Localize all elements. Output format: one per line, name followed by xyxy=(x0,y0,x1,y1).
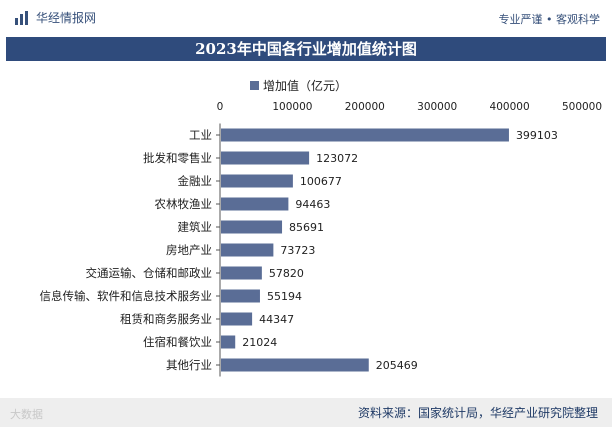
bar-0 xyxy=(221,128,509,142)
category-label-5: 房地产业 xyxy=(166,243,212,257)
brand: 华经情报网 xyxy=(14,9,96,26)
bar-9 xyxy=(221,335,236,349)
x-tick-label-4: 400000 xyxy=(490,101,530,113)
value-label-6: 57820 xyxy=(269,267,304,280)
bar-3 xyxy=(221,197,289,211)
value-label-4: 85691 xyxy=(289,221,324,234)
category-label-1: 批发和零售业 xyxy=(143,151,212,165)
x-tick-label-0: 0 xyxy=(217,101,224,113)
category-label-9: 住宿和餐饮业 xyxy=(143,335,212,349)
slogan: 专业严谨 • 客观科学 xyxy=(498,13,600,26)
bar-4 xyxy=(221,220,283,234)
category-label-7: 信息传输、软件和信息技术服务业 xyxy=(40,289,213,303)
category-label-4: 建筑业 xyxy=(178,220,213,234)
category-label-8: 租赁和商务服务业 xyxy=(120,312,212,326)
x-tick-label-1: 100000 xyxy=(272,101,312,113)
bar-10 xyxy=(221,358,369,372)
x-tick-label-5: 500000 xyxy=(562,101,602,113)
bar-logo-icon xyxy=(15,10,28,25)
category-label-2: 金融业 xyxy=(178,174,213,188)
value-label-7: 55194 xyxy=(267,290,302,303)
category-label-0: 工业 xyxy=(189,128,212,142)
footer: 大数据 资料来源：国家统计局，华经产业研究院整理 xyxy=(0,398,612,427)
bar-1 xyxy=(221,151,310,165)
brand-name: 华经情报网 xyxy=(36,11,97,25)
value-label-2: 100677 xyxy=(300,175,342,188)
bar-6 xyxy=(221,266,262,280)
chart-title: 2023年中国各行业增加值统计图 xyxy=(6,37,606,61)
bar-5 xyxy=(221,243,274,257)
bar-chart: 增加值（亿元） 0 100000 200000 300000 400000 500000 工业… xyxy=(40,78,602,377)
value-label-3: 94463 xyxy=(295,198,330,211)
top-bar: 华经情报网 专业严谨 • 客观科学 xyxy=(0,0,612,36)
bar-7 xyxy=(221,289,260,303)
footer-watermark: 大数据 xyxy=(10,408,43,421)
source-note: 资料来源：国家统计局，华经产业研究院整理 xyxy=(357,406,598,420)
value-label-9: 21024 xyxy=(242,336,277,349)
value-label-10: 205469 xyxy=(376,359,418,372)
value-label-1: 123072 xyxy=(316,152,358,165)
legend-swatch xyxy=(250,81,259,90)
bar-8 xyxy=(221,312,253,326)
legend-label: 增加值（亿元） xyxy=(263,78,347,93)
category-label-10: 其他行业 xyxy=(166,358,212,372)
bar-2 xyxy=(221,174,293,188)
category-label-6: 交通运输、仓储和邮政业 xyxy=(86,266,213,280)
x-tick-label-3: 300000 xyxy=(417,101,457,113)
value-label-0: 399103 xyxy=(516,129,558,142)
value-label-8: 44347 xyxy=(259,313,294,326)
value-label-5: 73723 xyxy=(280,244,315,257)
x-tick-label-2: 200000 xyxy=(345,101,385,113)
category-label-3: 农林牧渔业 xyxy=(155,197,213,211)
